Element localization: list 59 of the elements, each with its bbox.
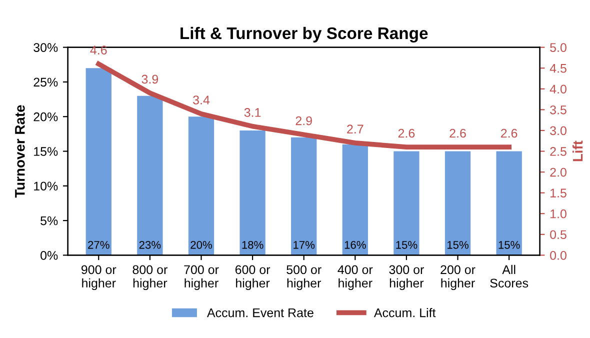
legend-label: Accum. Lift — [374, 308, 436, 318]
y2-tick-label: 4.5 — [550, 64, 566, 73]
data-label: 15% — [447, 241, 468, 249]
y-tick-label: 30% — [34, 43, 58, 52]
bar — [291, 137, 317, 256]
data-label: 15% — [498, 241, 520, 249]
data-label: 4.6 — [90, 46, 107, 55]
y2-tick-label: 3.5 — [550, 105, 566, 114]
chart-title: Lift & Turnover by Score Range — [180, 26, 428, 43]
y2-axis-title: Lift — [572, 140, 583, 162]
y-axis-title: Turnover Rate — [15, 105, 25, 198]
y2-tick-label: 5.0 — [550, 43, 566, 52]
y2-tick-label: 0.0 — [550, 250, 566, 260]
bar — [342, 144, 368, 256]
data-label: 3.4 — [193, 96, 210, 104]
bar — [137, 96, 163, 256]
x-tick-label: All Scores — [490, 264, 528, 288]
y2-tick-label: 4.0 — [550, 84, 566, 94]
legend-label: Accum. Event Rate — [206, 308, 314, 318]
data-label: 27% — [88, 240, 110, 249]
bar — [444, 151, 471, 256]
data-label: 15% — [396, 241, 418, 249]
y-tick-label: 25% — [34, 78, 58, 87]
x-tick-label: 500 or higher — [286, 265, 322, 290]
data-label: 20% — [190, 240, 212, 249]
y-tick-label: 15% — [34, 147, 58, 156]
x-tick-label: 400 or higher — [338, 265, 373, 290]
x-tick-label: 700 or higher — [184, 265, 219, 290]
data-label: 3.1 — [244, 108, 261, 117]
bar — [394, 151, 420, 256]
x-tick-label: 800 or higher — [132, 265, 168, 290]
y2-tick-label: 1.5 — [550, 188, 566, 198]
data-label: 3.9 — [142, 74, 158, 84]
data-label: 2.9 — [296, 116, 312, 126]
x-tick-label: 200 or higher — [440, 265, 476, 290]
data-label: 17% — [294, 241, 315, 249]
bar — [188, 116, 214, 256]
y2-tick-label: 2.5 — [550, 147, 566, 156]
y-tick-label: 20% — [34, 112, 58, 122]
data-label: 2.7 — [347, 124, 364, 134]
x-tick-label: 600 or higher — [235, 265, 270, 290]
x-tick-label: 300 or higher — [389, 265, 424, 290]
bar — [240, 130, 266, 256]
bar — [86, 68, 112, 256]
x-tick-label: 900 or higher — [82, 265, 116, 290]
data-label: 18% — [242, 240, 264, 249]
data-label: 16% — [344, 240, 366, 249]
y2-tick-label: 0.5 — [550, 230, 566, 240]
data-label: 2.6 — [501, 128, 518, 138]
y-tick-label: 5% — [40, 216, 58, 226]
bar — [496, 151, 522, 256]
data-label: 2.6 — [398, 128, 415, 138]
y2-tick-label: 2.0 — [550, 168, 566, 177]
data-label: 23% — [139, 240, 161, 249]
y2-tick-label: 1.0 — [550, 209, 566, 218]
y2-tick-label: 3.0 — [550, 126, 566, 136]
y-tick-label: 0% — [40, 250, 58, 260]
data-label: 2.6 — [450, 128, 466, 138]
y-tick-label: 10% — [34, 182, 58, 191]
